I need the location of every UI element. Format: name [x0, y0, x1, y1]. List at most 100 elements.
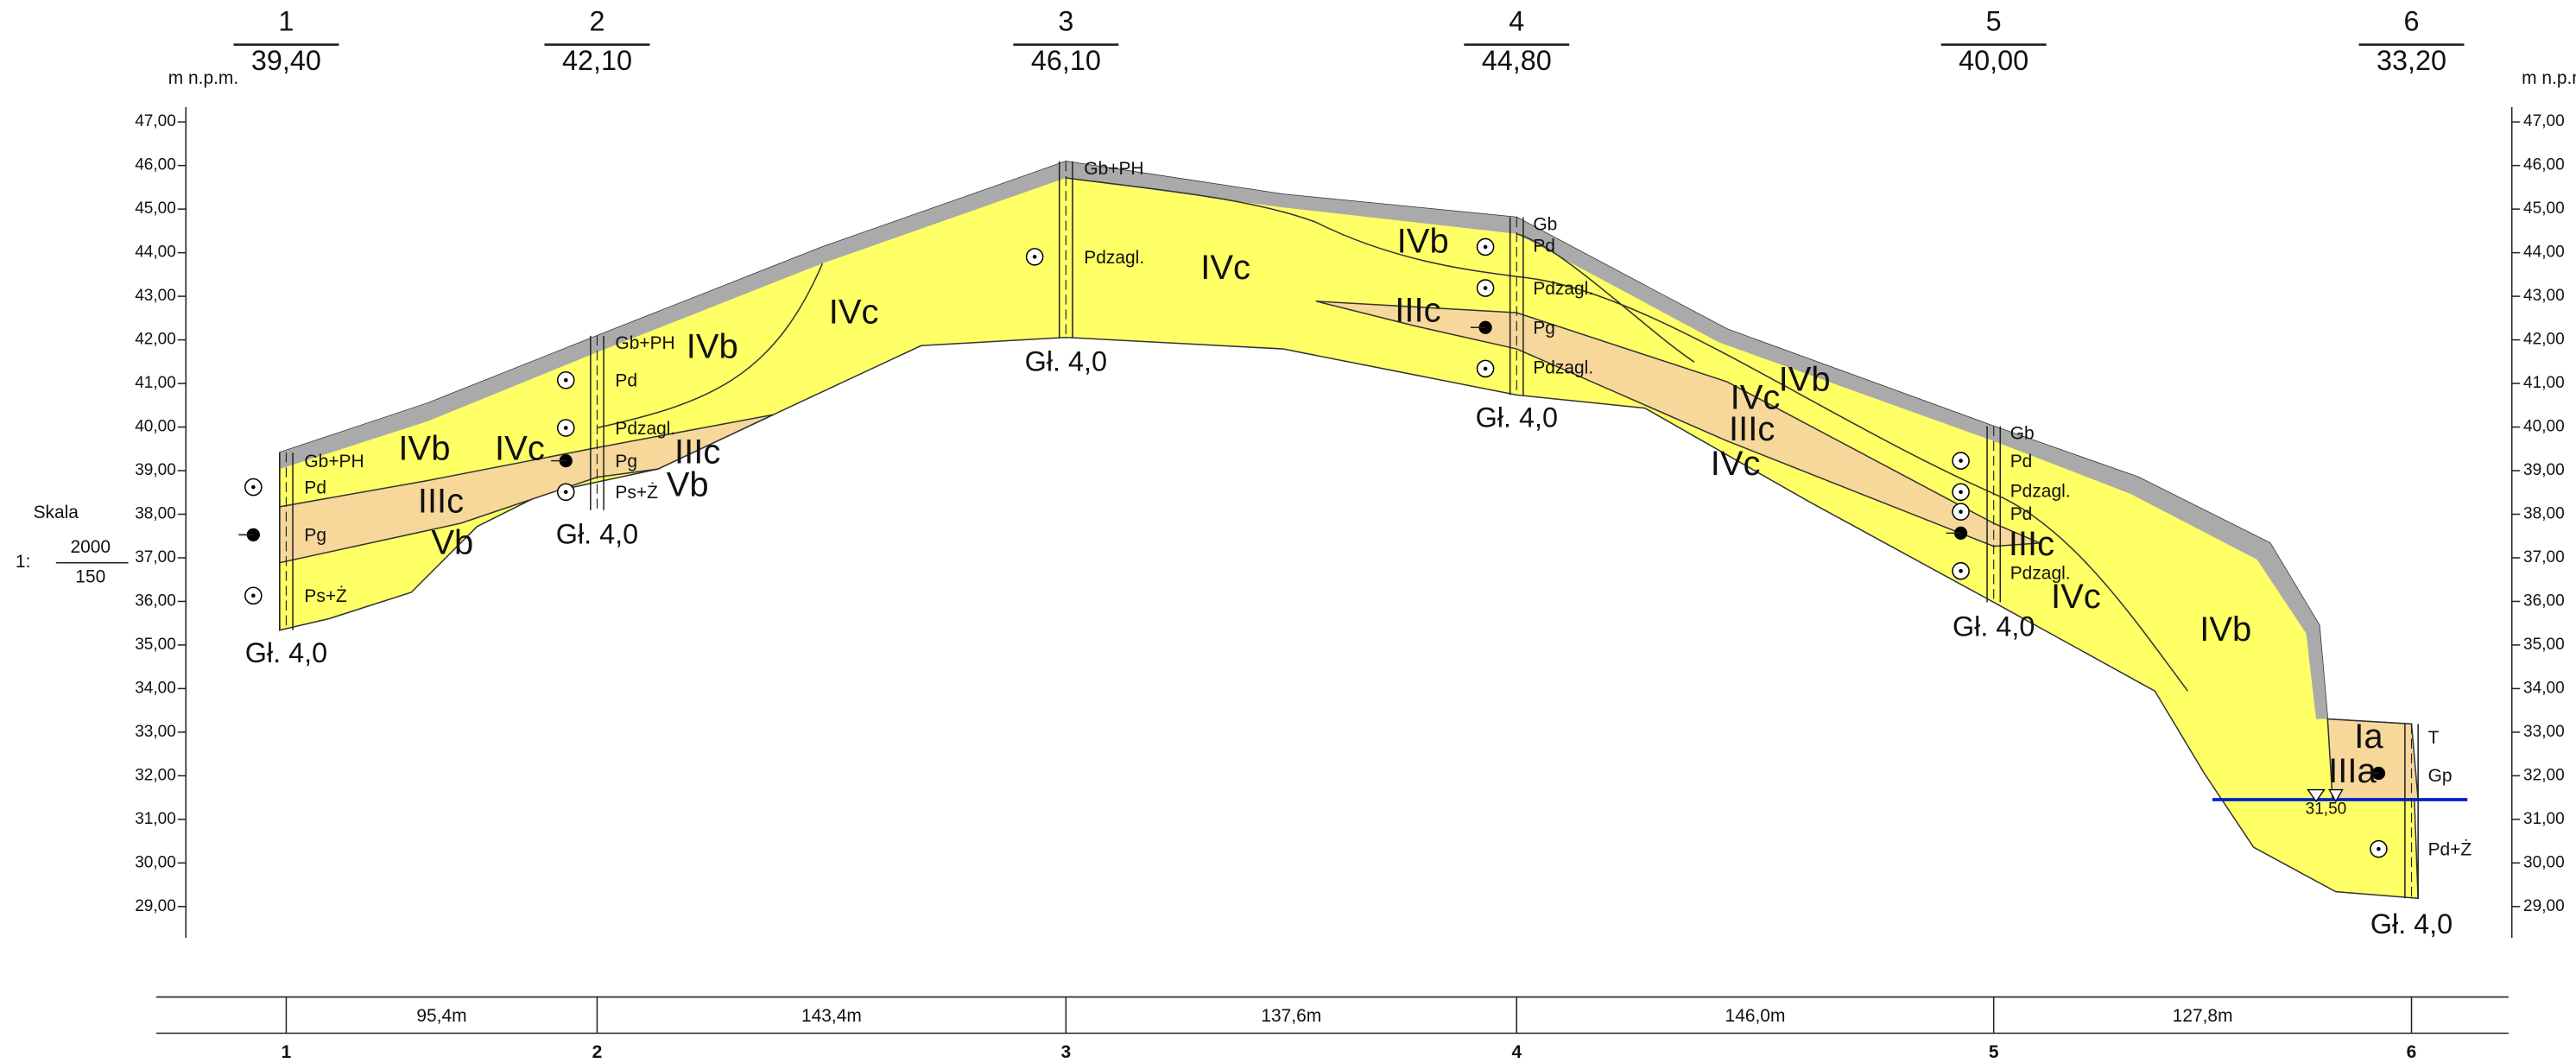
- y-tick-label: 31,00: [2523, 810, 2565, 828]
- layer-label: IVb: [1397, 223, 1449, 261]
- y-tick-label: 29,00: [135, 897, 176, 915]
- layer-label: IIIc: [674, 433, 720, 471]
- unit-right: m n.p.m.: [2522, 68, 2576, 88]
- soil-label: Pd: [2010, 504, 2033, 524]
- y-tick-label: 35,00: [135, 636, 176, 654]
- soil-label: Pdzagl.: [615, 419, 675, 439]
- y-tick-label: 40,00: [135, 418, 176, 436]
- y-tick-label: 34,00: [135, 679, 176, 697]
- y-tick-label: 30,00: [2523, 853, 2565, 871]
- sample-ring: [1959, 490, 1963, 495]
- borehole-number: 6: [2404, 5, 2420, 36]
- soil-label: Pdzagl.: [1533, 357, 1593, 377]
- soil-label: Ps+Ż: [304, 586, 347, 606]
- y-tick-label: 43,00: [135, 287, 176, 305]
- annotations: 1 39,40 2 42,10 3 46,10 4 44,80 5 40,00 6 33,20 m n.…: [16, 5, 2576, 1061]
- layer-label: Vb: [667, 466, 709, 504]
- y-tick-label: 45,00: [2523, 199, 2565, 218]
- water-symbol: [2307, 788, 2344, 803]
- distance: 146,0m: [1725, 1006, 1786, 1026]
- y-tick-label: 44,00: [2523, 244, 2565, 262]
- distance: 95,4m: [416, 1006, 466, 1026]
- layer-label: IVc: [1711, 445, 1761, 483]
- y-tick-label: 32,00: [135, 766, 176, 784]
- depth-label: Gł. 4,0: [245, 637, 327, 668]
- layer-label: IIIc: [418, 483, 464, 521]
- soil-label: Pdzagl.: [2010, 481, 2071, 501]
- borehole-number: 1: [278, 5, 294, 36]
- y-tick-label: 40,00: [2523, 418, 2565, 436]
- soil-label: Gb+PH: [1084, 159, 1143, 179]
- depth-label: Gł. 4,0: [2370, 908, 2453, 940]
- y-tick-label: 39,00: [2523, 461, 2565, 479]
- layer-label: IVc: [1200, 249, 1250, 287]
- layer-label: Ia: [2354, 718, 2383, 756]
- sample-ring: [2377, 846, 2381, 851]
- depth-label: Gł. 4,0: [1476, 402, 1558, 433]
- borehole-number: 2: [589, 5, 604, 36]
- borehole-number: 4: [1509, 5, 1524, 36]
- soil-label: Gb+PH: [615, 333, 674, 353]
- borehole-elevation: 40,00: [1959, 45, 2029, 76]
- soil-label: Gp: [2428, 766, 2453, 786]
- borehole-elevation: 46,10: [1031, 45, 1101, 76]
- soil-label: Ps+Ż: [615, 483, 658, 503]
- distance: 137,6m: [1261, 1006, 1321, 1026]
- layer-label: IVb: [687, 328, 738, 366]
- y-tick-label: 37,00: [135, 548, 176, 566]
- footer-number: 6: [2407, 1042, 2417, 1062]
- y-tick-label: 46,00: [135, 156, 176, 174]
- y-tick-label: 43,00: [2523, 287, 2565, 305]
- sample-ring: [1959, 568, 1963, 573]
- y-tick-label: 47,00: [2523, 112, 2565, 130]
- scale-label: Skala: [34, 503, 79, 522]
- borehole-elevation: 39,40: [251, 45, 321, 76]
- soil-label: Pd: [1533, 236, 1555, 256]
- sample-dot: [559, 453, 573, 468]
- soil-label: Pdzagl.: [1533, 279, 1593, 299]
- water-level: 31,50: [2306, 800, 2347, 818]
- sample-ring: [1483, 286, 1488, 290]
- borehole-elevation: 44,80: [1482, 45, 1552, 76]
- layer-label: IVc: [829, 294, 879, 332]
- sample-ring: [1959, 459, 1963, 463]
- soil-label: Pd: [304, 478, 326, 498]
- layer-label: IVc: [495, 430, 545, 468]
- y-tick-label: 34,00: [2523, 679, 2565, 697]
- soil-label: T: [2428, 728, 2440, 748]
- y-tick-label: 33,00: [2523, 723, 2565, 741]
- borehole-elevation: 42,10: [562, 45, 632, 76]
- footer-number: 3: [1061, 1042, 1072, 1062]
- y-tick-label: 35,00: [2523, 636, 2565, 654]
- lens-iiic: [1315, 301, 2041, 547]
- scale-h: 2000: [70, 537, 111, 557]
- layer-label: IIIc: [1395, 292, 1440, 330]
- soil-label: Gb: [2010, 424, 2035, 444]
- y-tick-label: 37,00: [2523, 548, 2565, 566]
- sample-ring: [563, 490, 568, 495]
- footer-number: 2: [592, 1042, 603, 1062]
- y-tick-label: 47,00: [135, 112, 176, 130]
- sample-ring: [1032, 255, 1037, 259]
- y-tick-label: 42,00: [135, 331, 176, 349]
- footer-number: 5: [1989, 1042, 1999, 1062]
- distance: 143,4m: [801, 1006, 862, 1026]
- soil-label: Pg: [1533, 319, 1555, 339]
- y-tick-label: 31,00: [135, 810, 176, 828]
- borehole-elevation: 33,20: [2377, 45, 2446, 76]
- y-tick-label: 38,00: [135, 505, 176, 523]
- layer-label: IIIc: [2009, 525, 2054, 563]
- y-tick-label: 46,00: [2523, 156, 2565, 174]
- scale-v: 150: [75, 566, 105, 586]
- soil-label: Pdzagl.: [1084, 248, 1144, 268]
- y-tick-label: 29,00: [2523, 897, 2565, 915]
- y-tick-label: 30,00: [135, 853, 176, 871]
- sample-ring: [251, 484, 256, 490]
- sample-ring: [563, 426, 568, 430]
- scale-ratio: 1:: [16, 552, 30, 572]
- footer-number: 4: [1511, 1042, 1522, 1062]
- soil-label: Pdzagl.: [2010, 564, 2071, 584]
- soil-label: Pd: [615, 371, 637, 391]
- lens-iiic: [279, 414, 774, 564]
